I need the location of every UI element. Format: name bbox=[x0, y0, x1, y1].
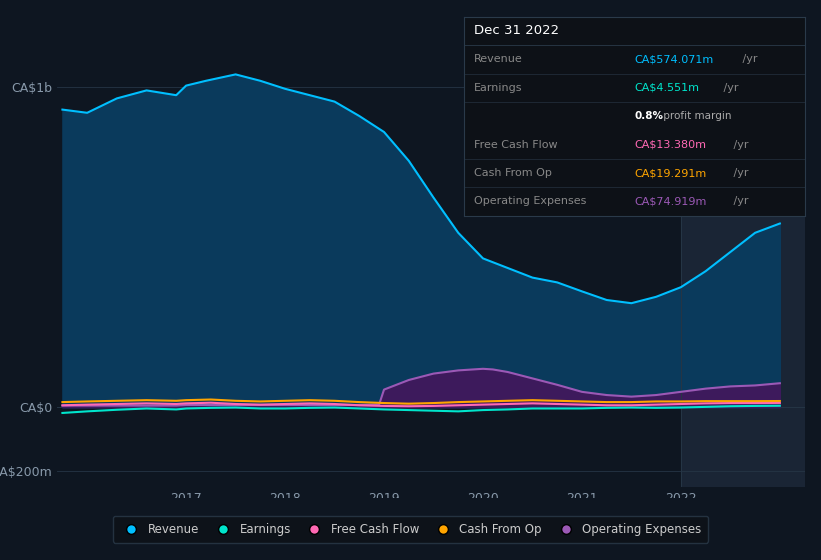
Text: Revenue: Revenue bbox=[474, 54, 523, 64]
Text: Free Cash Flow: Free Cash Flow bbox=[474, 139, 557, 150]
Text: /yr: /yr bbox=[739, 54, 758, 64]
Text: CA$19.291m: CA$19.291m bbox=[635, 168, 707, 178]
Text: Cash From Op: Cash From Op bbox=[474, 168, 552, 178]
Text: /yr: /yr bbox=[730, 197, 748, 207]
Text: CA$13.380m: CA$13.380m bbox=[635, 139, 706, 150]
Text: /yr: /yr bbox=[730, 139, 748, 150]
Text: Operating Expenses: Operating Expenses bbox=[474, 197, 586, 207]
Legend: Revenue, Earnings, Free Cash Flow, Cash From Op, Operating Expenses: Revenue, Earnings, Free Cash Flow, Cash … bbox=[112, 516, 709, 543]
Text: 0.8%: 0.8% bbox=[635, 111, 663, 121]
Text: CA$4.551m: CA$4.551m bbox=[635, 83, 699, 93]
Text: /yr: /yr bbox=[720, 83, 739, 93]
Text: profit margin: profit margin bbox=[660, 111, 732, 121]
Text: Dec 31 2022: Dec 31 2022 bbox=[474, 25, 559, 38]
Bar bbox=[681, 39, 805, 487]
Text: Earnings: Earnings bbox=[474, 83, 523, 93]
Text: CA$574.071m: CA$574.071m bbox=[635, 54, 713, 64]
Text: /yr: /yr bbox=[730, 168, 748, 178]
Text: CA$74.919m: CA$74.919m bbox=[635, 197, 707, 207]
